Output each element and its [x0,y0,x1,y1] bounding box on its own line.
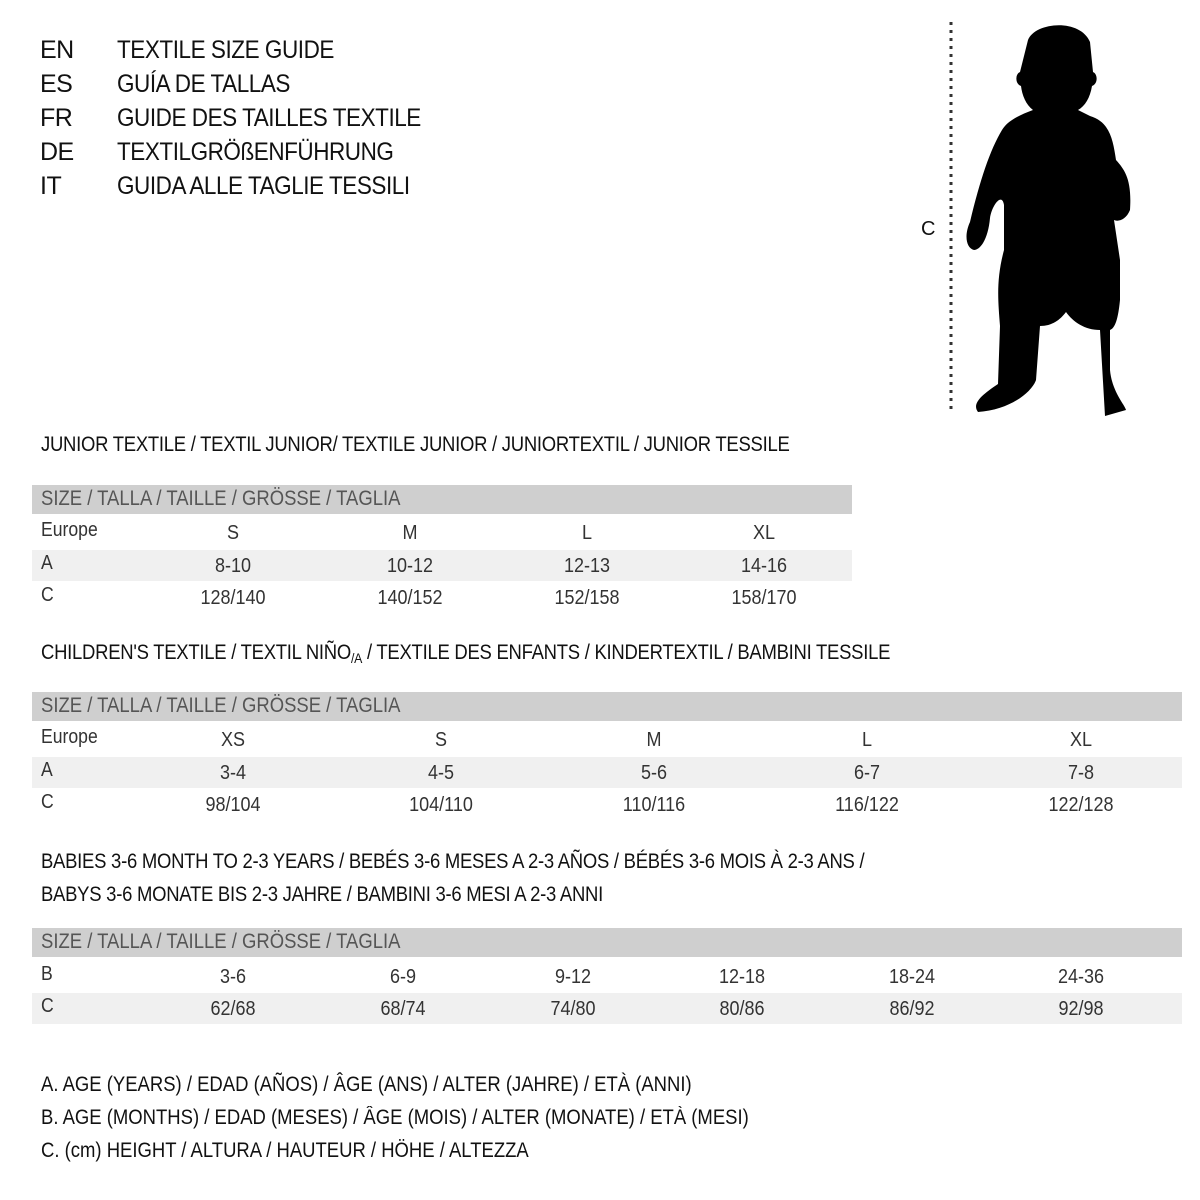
table-cell: 12-18 [718,966,766,988]
legend-c: C. (cm) HEIGHT / ALTURA / HAUTEUR / HÖHE… [41,1139,529,1162]
table-header: SIZE / TALLA / TAILLE / GRÖSSE / TAGLIA [32,692,1182,721]
table-row-a: A 3-4 4-5 5-6 6-7 7-8 [32,757,1182,788]
table-cell: S [434,729,448,751]
title-rest: / TEXTILE DES ENFANTS / KINDERTEXTIL / B… [362,641,891,664]
row-label: B [41,963,53,985]
table-cell: XL [1069,729,1093,751]
table-row-b: B 3-6 6-9 9-12 12-18 18-24 24-36 [32,961,1182,992]
table-cell: 98/104 [205,794,261,816]
table-cell: 9-12 [554,966,592,988]
table-cell: 10-12 [386,555,434,577]
lang-title: GUIDE DES TAILLES TEXTILE [117,104,421,132]
table-cell: L [861,729,873,751]
children-section-title: CHILDREN'S TEXTILE / TEXTIL NIÑO/A / TEX… [41,641,890,666]
table-cell: 68/74 [380,998,426,1020]
table-cell: 140/152 [377,587,443,609]
table-row-europe: Europe XS S M L XL [32,724,1182,755]
lang-code: FR [40,104,73,132]
table-cell: 62/68 [210,998,256,1020]
table-cell: 80/86 [719,998,765,1020]
table-header-label: SIZE / TALLA / TAILLE / GRÖSSE / TAGLIA [41,930,401,953]
babies-section-title-line1: BABIES 3-6 MONTH TO 2-3 YEARS / BEBÉS 3-… [41,850,865,873]
table-cell: 3-4 [219,762,247,784]
table-cell: 122/128 [1048,794,1114,816]
table-cell: 8-10 [214,555,252,577]
lang-title: GUÍA DE TALLAS [117,70,290,98]
height-figure: C [900,0,1200,430]
legend-b: B. AGE (MONTHS) / EDAD (MESES) / ÂGE (MO… [41,1106,749,1129]
table-cell: 24-36 [1057,966,1105,988]
lang-code: IT [40,172,62,200]
child-silhouette-icon [949,22,1131,417]
row-label: Europe [41,519,98,541]
row-label: A [41,759,53,781]
table-cell: 18-24 [888,966,936,988]
language-titles: EN TEXTILE SIZE GUIDE ES GUÍA DE TALLAS FR… [0,33,600,213]
table-cell: 92/98 [1058,998,1104,1020]
table-cell: S [226,522,240,544]
table-cell: 14-16 [740,555,788,577]
lang-code: ES [40,70,73,98]
table-cell: 6-7 [853,762,881,784]
table-cell: 4-5 [427,762,455,784]
table-cell: 158/170 [731,587,797,609]
table-cell: XS [220,729,246,751]
table-cell: 3-6 [219,966,247,988]
table-header: SIZE / TALLA / TAILLE / GRÖSSE / TAGLIA [32,928,1182,957]
lang-code: DE [40,138,74,166]
table-cell: 110/116 [622,794,686,816]
babies-section-title-line2: BABYS 3-6 MONATE BIS 2-3 JAHRE / BAMBINI… [41,883,604,906]
lang-title: GUIDA ALLE TAGLIE TESSILI [117,172,410,200]
table-cell: XL [752,522,776,544]
row-label: C [41,584,54,606]
table-cell: 12-13 [563,555,611,577]
lang-code: EN [40,36,74,64]
table-cell: 74/80 [550,998,596,1020]
junior-section-title: JUNIOR TEXTILE / TEXTIL JUNIOR/ TEXTILE … [41,433,790,456]
title-main: CHILDREN'S TEXTILE / TEXTIL NIÑO [41,641,352,664]
table-row-c: C 128/140 140/152 152/158 158/170 [32,582,852,613]
table-cell: 5-6 [640,762,668,784]
row-label: Europe [41,726,98,748]
table-cell: M [402,522,418,544]
table-cell: 116/122 [835,794,899,816]
row-label: C [41,995,54,1017]
table-row-a: A 8-10 10-12 12-13 14-16 [32,550,852,581]
table-cell: 128/140 [200,587,266,609]
row-label: A [41,552,53,574]
table-row-europe: Europe S M L XL [32,517,852,548]
table-header-label: SIZE / TALLA / TAILLE / GRÖSSE / TAGLIA [41,487,401,510]
table-header-label: SIZE / TALLA / TAILLE / GRÖSSE / TAGLIA [41,694,401,717]
table-cell: L [581,522,593,544]
table-header: SIZE / TALLA / TAILLE / GRÖSSE / TAGLIA [32,485,852,514]
table-cell: 104/110 [409,794,473,816]
legend-a: A. AGE (YEARS) / EDAD (AÑOS) / ÂGE (ANS)… [41,1073,692,1096]
table-row-c: C 98/104 104/110 110/116 116/122 122/128 [32,789,1182,820]
table-row-c: C 62/68 68/74 74/80 80/86 86/92 92/98 [32,993,1182,1024]
title-sub: /A [351,650,363,666]
table-cell: 6-9 [389,966,417,988]
lang-title: TEXTILGRÖßENFÜHRUNG [117,138,394,166]
table-cell: 152/158 [554,587,620,609]
table-cell: 7-8 [1067,762,1095,784]
table-cell: 86/92 [889,998,935,1020]
height-label: C [921,218,936,240]
table-cell: M [646,729,662,751]
row-label: C [41,791,54,813]
lang-title: TEXTILE SIZE GUIDE [117,36,334,64]
